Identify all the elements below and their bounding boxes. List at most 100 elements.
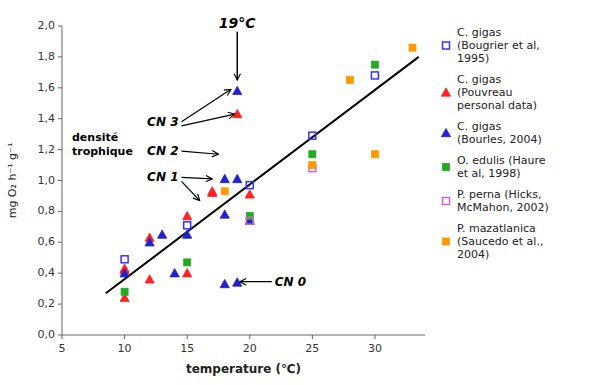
y-tick-label: 0,4 [38, 266, 56, 279]
y-tick-label: 1,6 [38, 81, 56, 94]
scatter-series [120, 86, 254, 287]
legend-label: C. gigas(Pouvreaupersonal data) [457, 73, 537, 112]
legend-label-line: (Saucedo et al., [457, 235, 543, 248]
annotation-line: trophique [72, 145, 133, 158]
annotation: CN 2 [147, 144, 178, 158]
y-tick-label: 1,2 [38, 143, 56, 156]
scatter-point [309, 151, 316, 158]
annotation-line: CN 2 [147, 144, 178, 158]
annotation-line: densité [72, 131, 118, 144]
annotation-arrow [182, 177, 213, 179]
scatter-point [371, 61, 378, 68]
y-axis-label: mg O₂ h⁻¹ g⁻¹ [6, 143, 19, 219]
scatter-point [120, 269, 129, 277]
y-tick-label: 0,8 [38, 204, 56, 217]
x-tick [312, 335, 313, 339]
scatter-point [220, 210, 229, 218]
legend-marker [441, 128, 450, 136]
scatter-series [121, 72, 378, 263]
scatter-point [221, 188, 228, 195]
y-tick-label: 1,8 [38, 50, 56, 63]
legend-label-line: C. gigas [457, 26, 501, 39]
x-axis-line [62, 335, 425, 336]
scatter-point [246, 182, 253, 189]
plot-area [106, 44, 419, 301]
scatter-point [208, 187, 217, 195]
scatter-point [220, 279, 229, 287]
x-tick-label: 15 [180, 342, 194, 355]
legend-label: C. gigas(Bougrier et al,1995) [457, 26, 540, 65]
scatter-point [121, 256, 128, 263]
scatter-point [233, 86, 242, 94]
legend-marker [443, 238, 450, 245]
y-tick [58, 180, 62, 181]
scatter-point [245, 190, 254, 198]
annotation-line: CN 3 [147, 114, 178, 128]
annotation-arrow [182, 114, 235, 126]
y-tick-label: 0,2 [38, 297, 56, 310]
annotation-arrow [236, 32, 238, 80]
legend-label-line: et al, 1998) [457, 167, 521, 180]
y-tick [58, 118, 62, 119]
scatter-point [245, 216, 254, 224]
annotation-line: CN 1 [147, 170, 178, 184]
legend: C. gigas(Bougrier et al,1995)C. gigas(Po… [441, 26, 548, 261]
x-tick [249, 335, 250, 339]
x-tick [374, 335, 375, 339]
scatter-point [371, 151, 378, 158]
legend-label-line: (Bourles, 2004) [457, 133, 542, 146]
scatter-point [346, 77, 353, 84]
y-tick [58, 149, 62, 150]
legend-label-line: C. gigas [457, 73, 501, 86]
scatter-point [309, 132, 316, 139]
legend-label-line: 1995) [457, 52, 489, 65]
scatter-point [145, 238, 154, 246]
legend-label-line: C. gigas [457, 120, 501, 133]
x-tick-label: 5 [59, 342, 66, 355]
y-tick [58, 273, 62, 274]
legend-label-line: (Bougrier et al, [457, 39, 540, 52]
annotation: CN 0 [275, 274, 306, 288]
scatter-point [184, 259, 191, 266]
y-tick [58, 335, 62, 336]
scatter-series [121, 61, 378, 295]
scatter-point [158, 230, 167, 238]
legend-label: C. gigas(Bourles, 2004) [457, 120, 542, 146]
annotation: densitétrophique [72, 131, 133, 159]
scatter-point [220, 174, 229, 182]
annotation-arrow [182, 181, 200, 200]
y-tick-label: 1,4 [38, 112, 56, 125]
legend-label-line: (Pouvreau [457, 86, 513, 99]
scatter-point [309, 162, 316, 169]
scatter-point [184, 222, 191, 229]
x-tick [187, 335, 188, 339]
annotation: CN 3 [147, 114, 178, 128]
legend-label-line: 2004) [457, 248, 489, 261]
y-tick [58, 26, 62, 27]
annotation: CN 1 [147, 170, 178, 184]
y-tick [58, 242, 62, 243]
y-tick-label: 1,0 [38, 174, 56, 187]
x-tick [62, 335, 63, 339]
legend-label-line: personal data) [457, 99, 537, 112]
x-tick-label: 10 [118, 342, 132, 355]
scatter-point [246, 217, 253, 224]
y-tick [58, 87, 62, 88]
x-tick-label: 20 [243, 342, 257, 355]
scatter-point [246, 213, 253, 220]
y-tick [58, 56, 62, 57]
scatter-point [145, 275, 154, 283]
scatter-point [183, 269, 192, 277]
legend-label: O. edulis (Haureet al, 1998) [457, 154, 546, 180]
legend-marker [443, 42, 450, 49]
annotation: 19°C [219, 15, 256, 31]
annotation-line: CN 0 [275, 274, 306, 288]
legend-marker [443, 164, 450, 171]
x-tick-label: 30 [368, 342, 382, 355]
scatter-point [121, 288, 128, 295]
legend-label-line: McMahon, 2002) [457, 201, 549, 214]
scatter-series [246, 165, 316, 225]
scatter-point [409, 44, 416, 51]
chart: 510152025300,00,20,40,60,81,01,21,41,61,… [0, 0, 610, 385]
y-tick [58, 304, 62, 305]
